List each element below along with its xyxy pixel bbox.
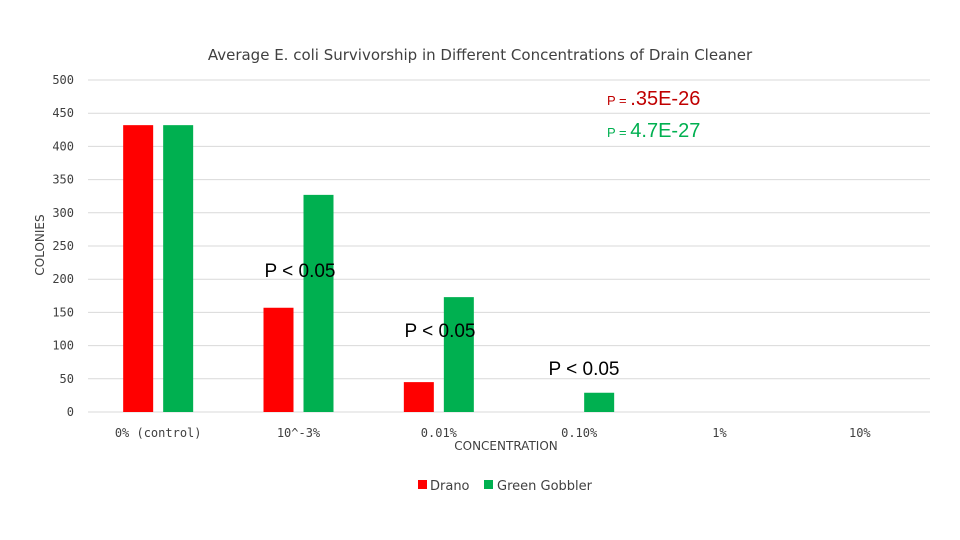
x-tick-label: 10% (849, 426, 871, 440)
y-tick-label: 400 (52, 139, 74, 153)
x-tick-label: 0% (control) (115, 426, 202, 440)
bar-green-gobbler (584, 392, 615, 412)
pvalue-green-gobbler: P = 4.7E-27 (607, 120, 700, 142)
chart-title: Average E. coli Survivorship in Differen… (208, 46, 753, 64)
bar-green-gobbler (163, 125, 194, 412)
y-tick-label: 100 (52, 339, 74, 353)
y-tick-label: 350 (52, 173, 74, 187)
y-tick-label: 0 (67, 405, 74, 419)
pvalue-drano-prefix: P = (607, 93, 630, 108)
y-tick-label: 50 (60, 372, 74, 386)
legend-label-green-gobbler: Green Gobbler (497, 479, 593, 494)
y-tick-label: 250 (52, 239, 74, 253)
bar-drano (263, 307, 294, 412)
y-axis-ticks: 0 50 100 150 200 250 300 350 400 450 500 (52, 73, 74, 419)
bar-green-gobbler (443, 297, 474, 412)
x-tick-label: 10^-3% (277, 426, 321, 440)
legend: Drano Green Gobbler (418, 479, 593, 494)
x-tick-label: 0.10% (561, 426, 598, 440)
y-tick-label: 450 (52, 106, 74, 120)
legend-swatch-green-gobbler (484, 480, 493, 489)
pvalue-green-gobbler-prefix: P = (607, 125, 630, 140)
y-tick-label: 150 (52, 305, 74, 319)
significance-annotation-1: P < 0.05 (265, 261, 336, 282)
legend-label-drano: Drano (430, 479, 470, 494)
pvalue-drano: P = .35E-26 (607, 88, 700, 110)
bar-green-gobbler (303, 194, 334, 412)
bars (123, 125, 615, 412)
y-tick-label: 500 (52, 73, 74, 87)
significance-annotation-2: P < 0.05 (405, 321, 476, 342)
gridlines (88, 79, 930, 413)
x-tick-label: 1% (712, 426, 727, 440)
x-tick-label: 0.01% (421, 426, 458, 440)
legend-swatch-drano (418, 480, 427, 489)
bar-drano (403, 382, 434, 412)
y-tick-label: 200 (52, 272, 74, 286)
pvalue-drano-value: .35E-26 (630, 88, 700, 110)
significance-annotation-3: P < 0.05 (549, 359, 620, 380)
bar-drano (123, 125, 154, 412)
pvalue-green-gobbler-value: 4.7E-27 (630, 120, 700, 142)
x-axis-ticks: 0% (control) 10^-3% 0.01% 0.10% 1% 10% (115, 426, 872, 440)
y-tick-label: 300 (52, 206, 74, 220)
x-axis-title: CONCENTRATION (454, 439, 558, 453)
y-axis-title: COLONIES (33, 214, 47, 275)
